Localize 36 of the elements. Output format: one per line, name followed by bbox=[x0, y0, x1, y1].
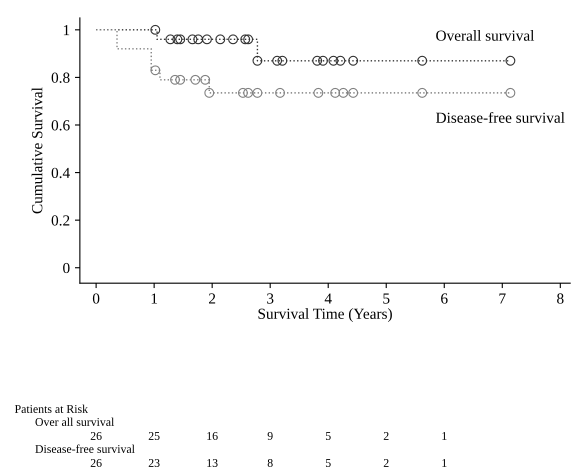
y-tick-label: 0.6 bbox=[52, 120, 70, 131]
text: 9 bbox=[268, 432, 273, 440]
y-tick-label: 0.8 bbox=[52, 72, 70, 83]
text: Over all survival bbox=[35, 418, 114, 426]
text: 5 bbox=[326, 432, 331, 440]
x-tick-label: 0 bbox=[92, 293, 100, 304]
x-tick-label: 2 bbox=[209, 293, 216, 304]
text: 16 bbox=[207, 432, 218, 440]
text: 13 bbox=[207, 459, 218, 467]
text: 2 bbox=[384, 432, 389, 440]
text: 8 bbox=[268, 458, 273, 467]
series-label: Overall survival bbox=[436, 30, 534, 41]
y-tick-label: 0.2 bbox=[52, 215, 70, 226]
x-tick-label: 5 bbox=[383, 294, 390, 304]
x-tick-label: 8 bbox=[557, 293, 564, 304]
x-tick-label: 4 bbox=[324, 293, 332, 304]
text: Disease-free survival bbox=[35, 444, 135, 453]
text: 26 bbox=[90, 432, 102, 440]
text: 23 bbox=[148, 459, 160, 467]
text: 25 bbox=[148, 432, 160, 440]
x-tick-label: 1 bbox=[152, 293, 158, 304]
text: 2 bbox=[384, 459, 389, 467]
text: 1 bbox=[442, 459, 447, 467]
y-axis-title: Cumulative Survival bbox=[32, 87, 42, 214]
x-axis-title: Survival Time (Years) bbox=[258, 308, 392, 322]
x-tick-label: 7 bbox=[499, 294, 506, 304]
y-tick-label: 0 bbox=[63, 262, 70, 274]
text: 1 bbox=[442, 432, 447, 440]
text: Patients at Risk bbox=[14, 404, 88, 413]
series-label: Disease-free survival bbox=[436, 112, 565, 123]
text: 26 bbox=[90, 459, 102, 467]
y-tick-label: 0.4 bbox=[52, 168, 70, 178]
x-tick-label: 6 bbox=[441, 293, 448, 304]
x-tick-label: 3 bbox=[267, 293, 274, 304]
text: 5 bbox=[326, 459, 331, 467]
y-tick-label: 1 bbox=[64, 25, 70, 36]
